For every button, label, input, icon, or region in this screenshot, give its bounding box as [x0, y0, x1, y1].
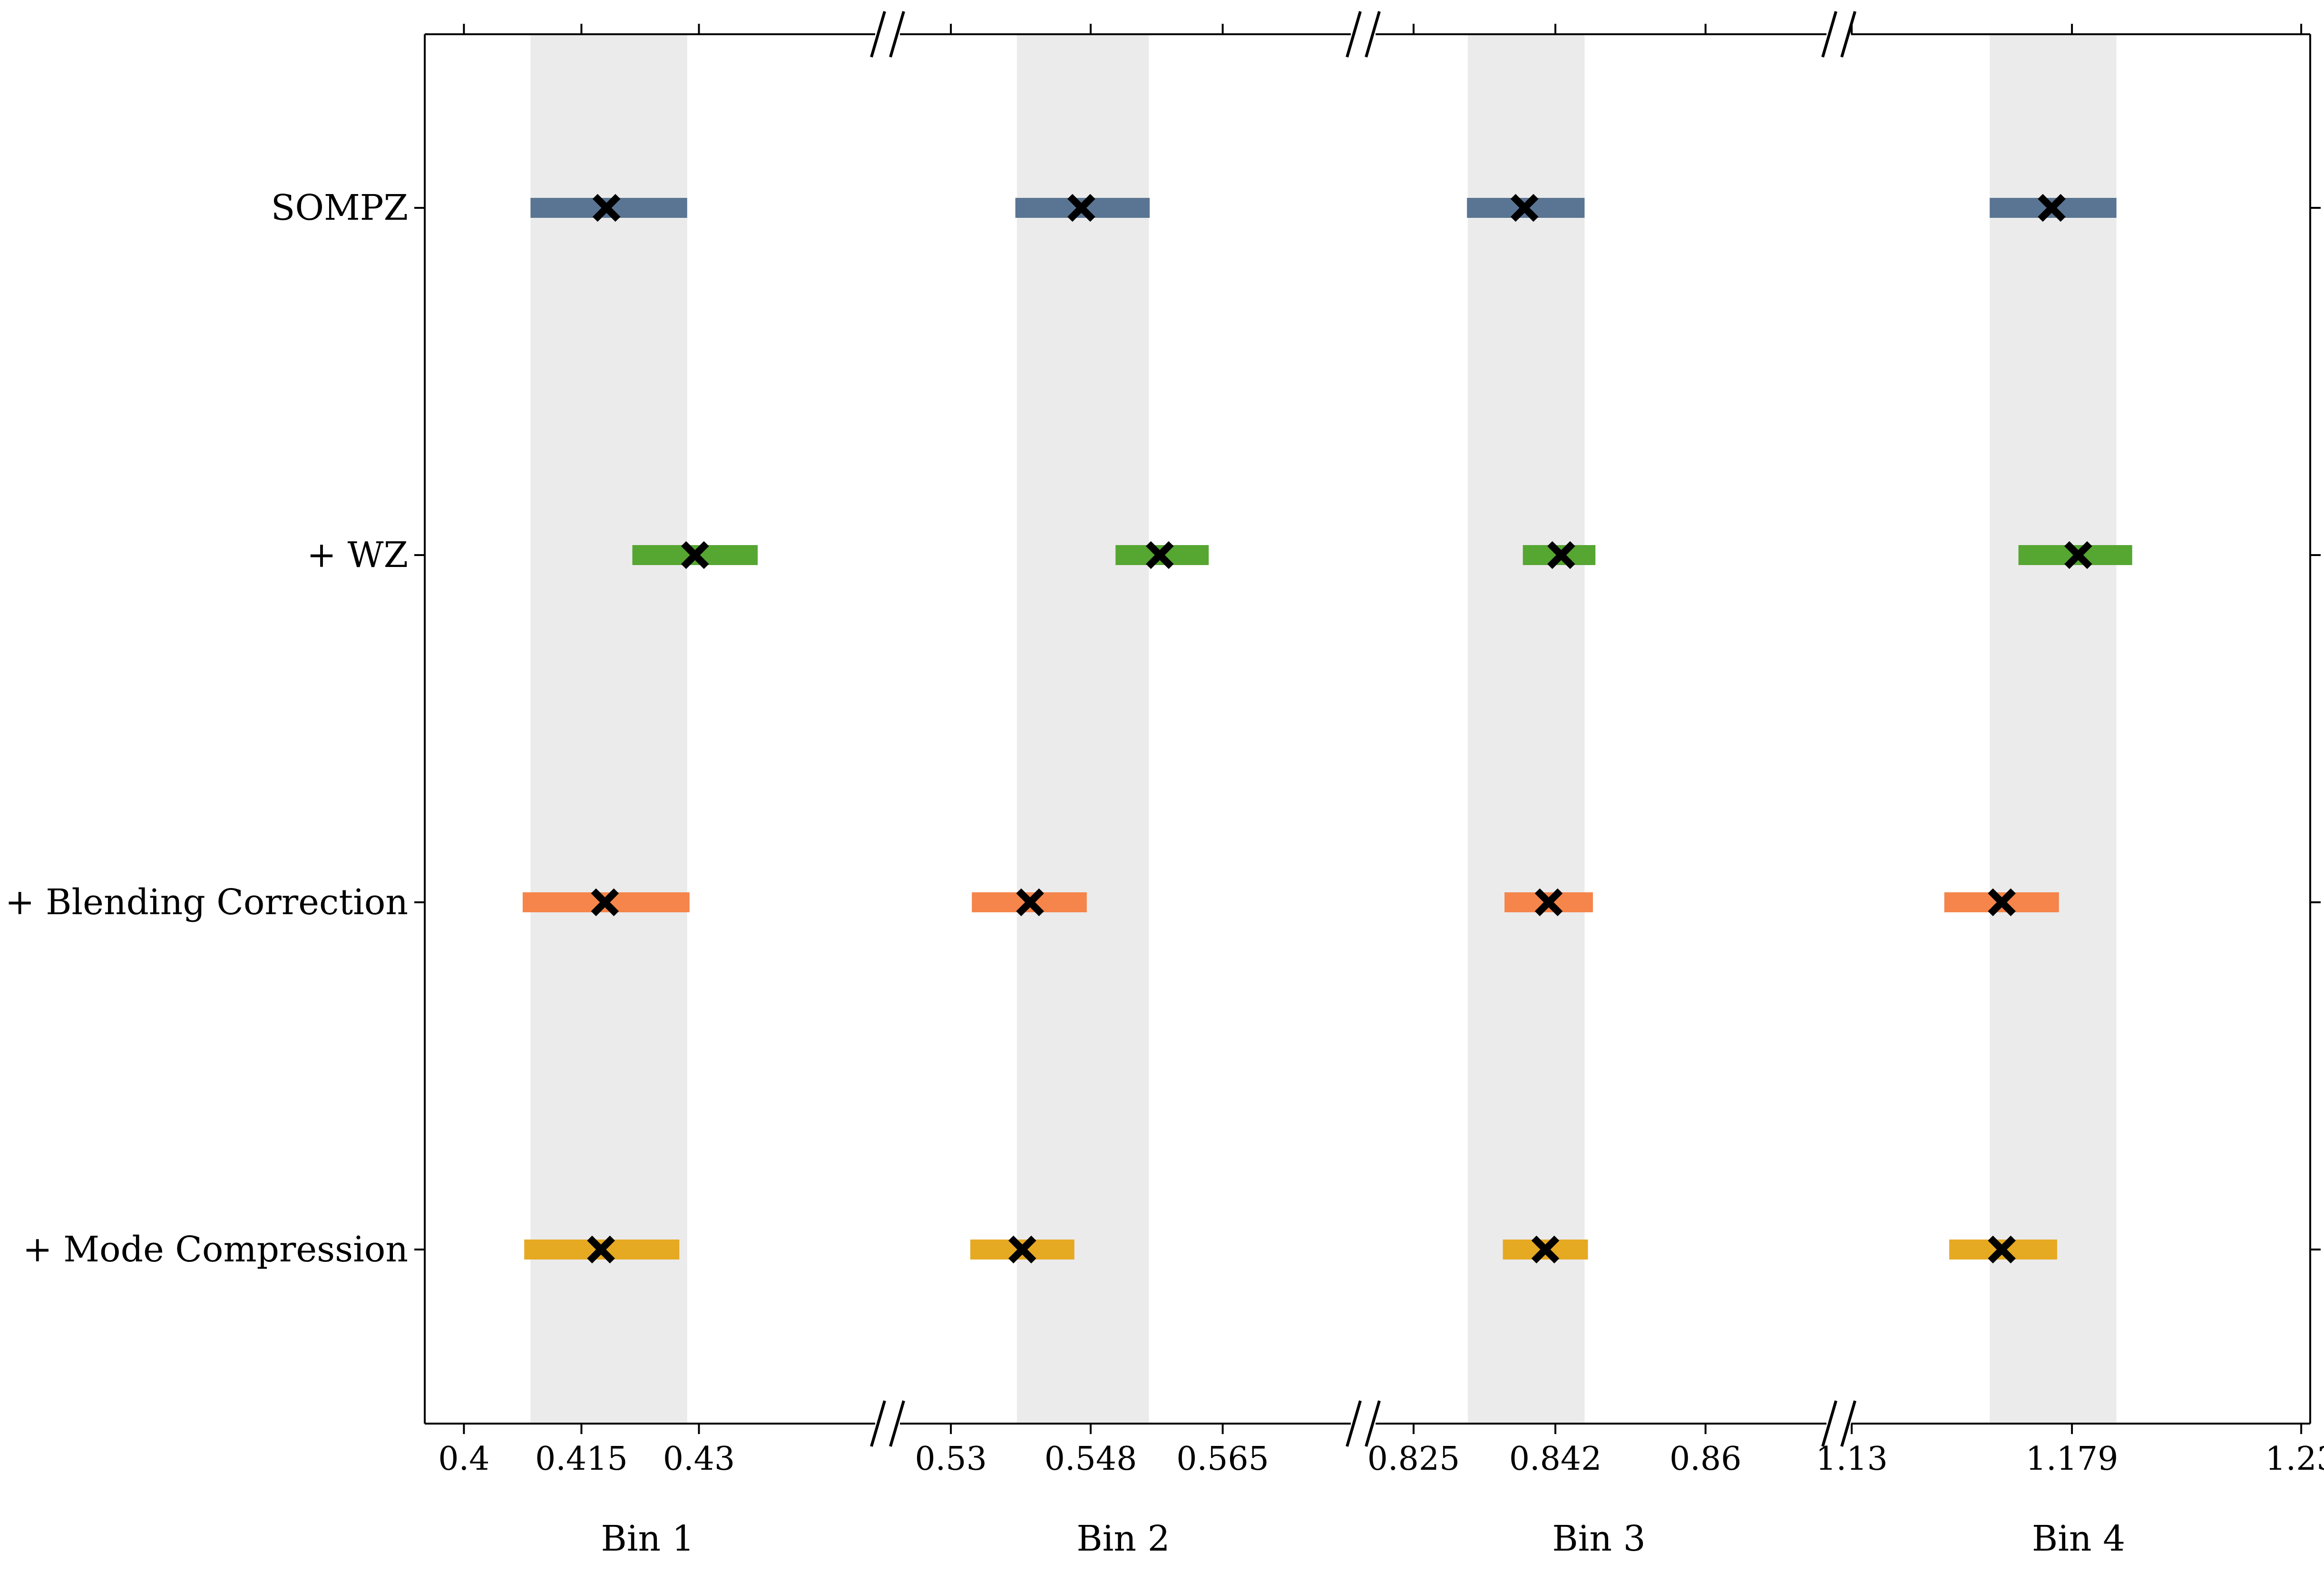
axis-break-stroke [1346, 11, 1362, 58]
marker-stroke [1016, 888, 1044, 917]
axis-break-stroke [889, 1400, 905, 1447]
axis-break-stroke [889, 11, 905, 58]
bin-4-blending-correction-center-marker [1988, 888, 2016, 917]
axis-break-marker [1346, 11, 1381, 58]
row-label-blending-correction: + Blending Correction [5, 882, 408, 923]
marker-stroke [592, 194, 621, 222]
axis-ticks [414, 24, 2321, 1434]
axis-break-stroke [1840, 11, 1856, 58]
axis-break-stroke [870, 11, 886, 58]
bin-1-mode-compression-center-marker [587, 1235, 615, 1264]
bin-1-tick-label: 0.415 [535, 1440, 628, 1478]
bin-3-blending-correction-center-marker [1534, 888, 1563, 917]
bin-1-sompz-center-marker [592, 194, 621, 222]
marker-stroke [1988, 1235, 2016, 1264]
row-label-mode-compression: + Mode Compression [23, 1229, 408, 1270]
bin-1-label: Bin 1 [601, 1518, 694, 1559]
bin-3-label: Bin 3 [1552, 1518, 1645, 1559]
bin-2-sompz-center-marker [1067, 194, 1095, 222]
bin-4-label: Bin 4 [2032, 1518, 2125, 1559]
marker-stroke [1008, 1235, 1036, 1264]
plot-frame [424, 11, 2311, 1447]
axis-break-stroke [870, 1400, 886, 1447]
axis-break-marker [870, 11, 905, 58]
bin-3-wz-center-marker [1547, 541, 1575, 569]
axis-break-marker [1346, 1400, 1381, 1447]
bin-2-tick-label: 0.548 [1045, 1440, 1137, 1478]
marker-stroke [2064, 541, 2092, 569]
row-label-sompz: SOMPZ [271, 187, 408, 228]
axis-break-stroke [1346, 1400, 1362, 1447]
bin-3-reference-band [1467, 34, 1585, 1424]
marker-stroke [2038, 194, 2066, 222]
bin-3-tick-label: 0.86 [1670, 1440, 1741, 1478]
marker-stroke [1531, 1235, 1560, 1264]
axis-labels: 0.4 0.415 0.43 Bin 1 0.53 0.548 0.565 Bin 2 0.82… [5, 187, 2324, 1559]
axis-break-stroke [1821, 11, 1837, 58]
reference-bands [530, 34, 2117, 1424]
marker-stroke [681, 541, 709, 569]
marker-stroke [1988, 888, 2016, 917]
marker-stroke [591, 888, 619, 917]
row-label-wz: + WZ [307, 535, 408, 576]
bin-4-tick-label: 1.13 [1816, 1440, 1887, 1478]
marker-stroke [1146, 541, 1174, 569]
bin-2-label: Bin 2 [1076, 1518, 1170, 1559]
bin-1-blending-correction-center-marker [591, 888, 619, 917]
marker-stroke [1547, 541, 1575, 569]
axis-break-stroke [1840, 1400, 1856, 1447]
bin-4-wz-center-marker [2064, 541, 2092, 569]
bin-4-tick-label: 1.179 [2026, 1440, 2119, 1478]
bin-2-tick-label: 0.53 [915, 1440, 986, 1478]
bin-1-wz-center-marker [681, 541, 709, 569]
bin-4-sompz-center-marker [2038, 194, 2066, 222]
bin-1-reference-band [530, 34, 687, 1424]
bin-2-wz-center-marker [1146, 541, 1174, 569]
bin-3-tick-label: 0.842 [1509, 1440, 1602, 1478]
axis-break-marker [870, 1400, 905, 1447]
marker-stroke [1534, 888, 1563, 917]
axis-break-marker [1821, 1400, 1856, 1447]
axis-break-stroke [1821, 1400, 1837, 1447]
bin-4-mode-compression-center-marker [1988, 1235, 2016, 1264]
bin-4-tick-label: 1.23 [2265, 1440, 2324, 1478]
axis-break-stroke [1365, 11, 1381, 58]
marker-stroke [1067, 194, 1095, 222]
bin-2-mode-compression-center-marker [1008, 1235, 1036, 1264]
bin-3-mode-compression-center-marker [1531, 1235, 1560, 1264]
axis-break-marker [1821, 11, 1856, 58]
bin-1-tick-label: 0.4 [438, 1440, 489, 1478]
bin-1-tick-label: 0.43 [663, 1440, 735, 1478]
bin-2-reference-band [1016, 34, 1149, 1424]
bin-2-tick-label: 0.565 [1176, 1440, 1269, 1478]
axis-break-stroke [1365, 1400, 1381, 1447]
bin-3-sompz-center-marker [1510, 194, 1539, 222]
bin-4-reference-band [1990, 34, 2117, 1424]
bin-2-blending-correction-center-marker [1016, 888, 1044, 917]
bin-3-tick-label: 0.825 [1367, 1440, 1460, 1478]
marker-stroke [1510, 194, 1539, 222]
center-markers [587, 194, 2092, 1264]
marker-stroke [587, 1235, 615, 1264]
